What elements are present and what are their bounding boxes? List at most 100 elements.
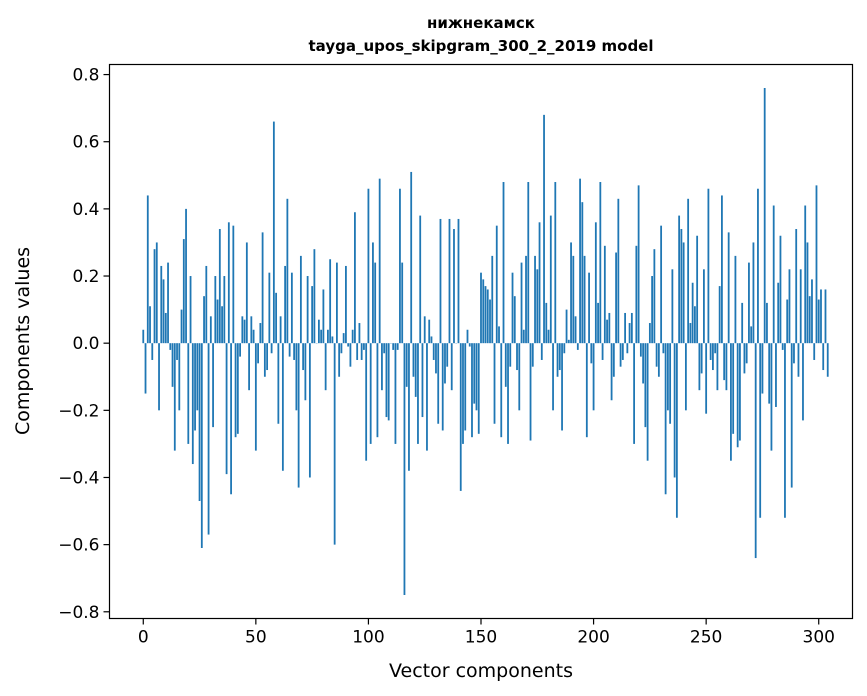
bar [644, 343, 647, 428]
bar [290, 272, 293, 344]
bar [826, 343, 829, 377]
bar [811, 279, 813, 344]
bar [680, 229, 683, 344]
bar [149, 306, 151, 344]
bar [684, 343, 687, 411]
bar [653, 249, 656, 344]
bar [299, 255, 302, 344]
bar [525, 255, 527, 344]
bar [426, 343, 428, 451]
bar [770, 343, 773, 451]
bar [822, 343, 825, 371]
bar [216, 299, 219, 344]
bar [666, 343, 669, 411]
bar [248, 343, 250, 391]
bar [468, 343, 471, 347]
bar [342, 333, 345, 344]
bar [410, 171, 413, 344]
bar [394, 343, 397, 444]
bar [522, 329, 525, 344]
bar [639, 343, 642, 357]
bar [338, 343, 341, 377]
bar [691, 282, 694, 344]
bar [563, 343, 566, 354]
bar [734, 255, 737, 344]
bar [732, 343, 735, 434]
bar [581, 202, 584, 344]
bar [288, 343, 291, 357]
bar [552, 343, 554, 411]
bar [716, 343, 719, 391]
bar [529, 343, 532, 441]
bar [250, 316, 253, 344]
bar [245, 242, 248, 344]
bar [617, 198, 620, 344]
bar [254, 343, 257, 451]
bar [203, 296, 205, 344]
bar [448, 218, 451, 344]
bar [518, 343, 521, 411]
bar [336, 262, 338, 344]
bar [612, 343, 615, 377]
bar [259, 323, 262, 344]
bar [601, 343, 604, 360]
bar [313, 249, 316, 344]
bar [743, 343, 746, 374]
bar [531, 343, 534, 367]
bar [284, 265, 287, 344]
bar [196, 343, 199, 411]
chart-subtitle: tayga_upos_skipgram_300_2_2019 model [309, 37, 654, 55]
bar [194, 343, 196, 431]
bar [730, 343, 732, 461]
bar [477, 343, 480, 434]
bar [381, 343, 383, 391]
bar [234, 343, 237, 438]
bar [565, 309, 568, 344]
bar [308, 343, 311, 478]
bar [630, 312, 633, 344]
bar [173, 343, 176, 451]
bar [462, 343, 464, 444]
bar [788, 269, 791, 344]
bar [507, 343, 509, 444]
bar [540, 343, 543, 360]
bar [243, 319, 246, 344]
bar [635, 245, 638, 344]
bar [263, 343, 266, 377]
bar [207, 343, 210, 535]
x-axis-ticks: 0 50 100 150 200 250 300 [138, 618, 835, 648]
bar [239, 343, 241, 357]
bar [637, 185, 640, 344]
bar [279, 316, 282, 344]
bar [675, 343, 678, 518]
bar [432, 343, 435, 360]
bar [781, 343, 784, 350]
bar [642, 343, 645, 384]
bar [824, 289, 827, 344]
bar [725, 343, 728, 391]
bar [369, 343, 372, 444]
y-tick-label: −0.6 [58, 536, 99, 556]
bar [297, 343, 300, 488]
bar [230, 343, 232, 495]
bar [678, 215, 681, 344]
x-tick-label: 100 [352, 628, 384, 648]
bar [198, 343, 201, 501]
bar [221, 306, 223, 344]
bar [421, 343, 424, 418]
bar [155, 242, 158, 344]
bar [295, 343, 298, 411]
bar [775, 343, 777, 407]
bar [191, 343, 194, 465]
bar [392, 343, 395, 350]
bar [187, 343, 190, 444]
bar [763, 88, 766, 344]
bar [784, 343, 786, 518]
bar [372, 242, 374, 344]
bar [486, 289, 489, 344]
bar [453, 229, 455, 344]
bar [561, 343, 563, 431]
bar [493, 343, 496, 424]
bar [799, 269, 802, 344]
bar [626, 343, 629, 354]
